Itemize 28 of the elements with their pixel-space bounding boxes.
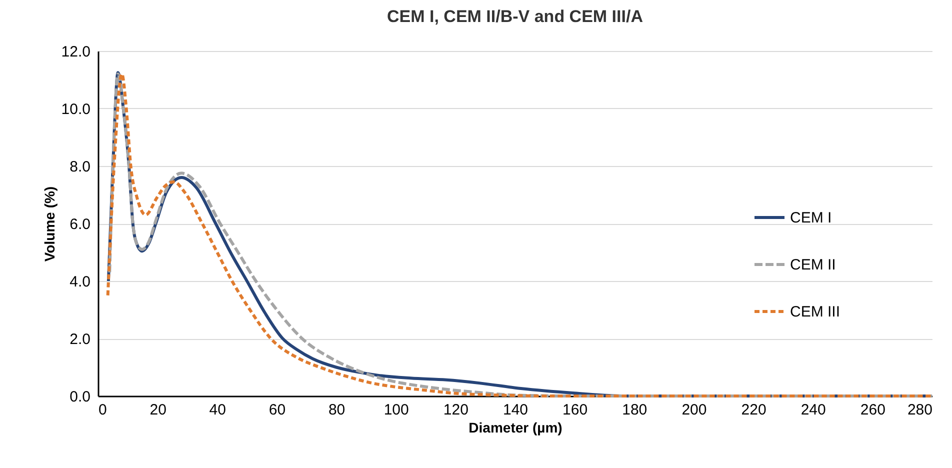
x-tick-label: 120	[443, 402, 468, 418]
x-tick-label: 180	[622, 402, 648, 418]
x-tick-label: 140	[502, 402, 528, 418]
x-tick-label: 160	[562, 402, 588, 418]
x-tick-label: 260	[860, 402, 886, 418]
x-tick-label: 0	[98, 402, 107, 418]
x-tick-label: 60	[268, 402, 286, 418]
chart-title: CEM I, CEM II/B-V and CEM III/A	[387, 7, 643, 26]
x-tick-label: 100	[384, 402, 409, 418]
y-axis-title: Volume (%)	[41, 186, 58, 262]
y-tick-label: 4.0	[70, 274, 90, 290]
x-tick-label: 80	[328, 402, 346, 418]
y-tick-label: 12.0	[61, 44, 90, 60]
y-tick-label: 0.0	[70, 388, 90, 406]
x-tick-label: 40	[209, 402, 226, 418]
x-tick-label: 240	[800, 402, 826, 418]
legend-label: CEM II	[790, 256, 836, 274]
x-tick-label: 200	[682, 402, 707, 418]
y-tick-label: 6.0	[70, 216, 90, 233]
y-tick-label: 10.0	[61, 101, 90, 118]
x-tick-label: 20	[150, 402, 166, 418]
legend-label: CEM I	[790, 210, 832, 226]
y-tick-label: 2.0	[70, 331, 90, 348]
y-tick-label: 8.0	[70, 158, 90, 176]
legend-label: CEM III	[790, 304, 840, 320]
x-axis-title: Diameter (µm)	[468, 420, 562, 436]
x-tick-label: 280	[907, 402, 932, 418]
x-tick-label: 220	[741, 402, 766, 418]
